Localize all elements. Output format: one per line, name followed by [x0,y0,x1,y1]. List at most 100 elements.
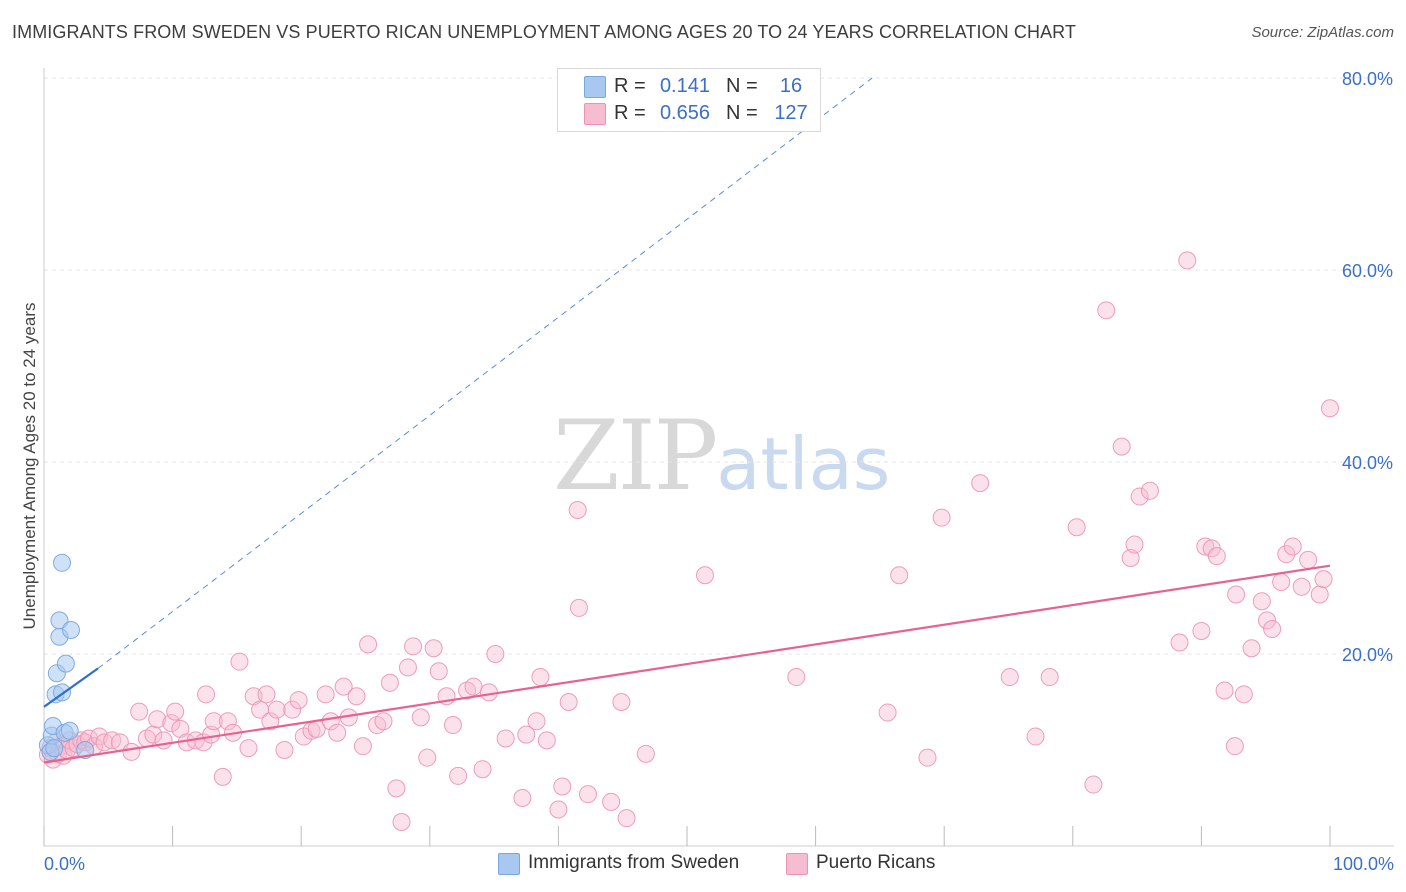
puerto-rico-point [230,652,249,671]
puerto-rico-point [1192,621,1211,640]
puerto-rico-point [1299,550,1318,569]
sweden-point [60,721,79,740]
puerto-rico-point [257,685,276,704]
n-value: 127 [774,102,808,124]
n-label: N = [726,75,758,97]
puerto-rico-point [418,748,437,767]
sweden-point [53,553,72,572]
puerto-rico-point [411,708,430,727]
puerto-rico-point [261,712,280,731]
puerto-rico-point [283,700,302,719]
puerto-rico-point [347,687,366,706]
puerto-rico-point [1026,727,1045,746]
puerto-rico-point [1321,399,1339,418]
puerto-rico-point [513,789,532,807]
n-label: N = [726,102,758,124]
puerto-rico-point [496,729,515,748]
puerto-rico-point [103,731,122,750]
puerto-rico-point [122,742,141,761]
puerto-rico-point [1310,585,1329,604]
sweden-point [62,621,81,639]
puerto-rico-point [890,566,909,585]
y-tick-label: 80.0% [1342,69,1393,89]
puerto-rico-point [1000,668,1019,687]
correlation-legend: R = 0.141 N = 16 R = 0.656 N = 127 [557,68,821,132]
trend-lines [43,77,1331,764]
sweden-legend-label: Immigrants from Sweden [528,852,740,873]
sweden-point [45,739,64,758]
puerto-rico-point [197,685,216,704]
puerto-rico-point [636,744,655,763]
puerto-rico-point [328,723,347,742]
puerto-rico-point [1196,537,1215,556]
sweden-point [50,611,69,630]
puerto-rico-point [918,748,937,767]
puerto-rico-point [443,716,462,735]
puerto-rico-points [38,251,1339,831]
n-value: 16 [779,75,803,97]
puerto-rico-point [275,741,294,759]
puerto-rico-point [1130,487,1149,506]
puerto-rico-point [1242,639,1261,658]
puerto-rico-point [1272,573,1291,591]
puerto-rico-point [1283,537,1302,556]
puerto-rico-point [473,760,492,779]
puerto-rico-point [387,779,406,798]
r-label: R = [614,75,646,97]
puerto-rico-point [517,725,536,744]
puerto-rico-point [559,693,578,711]
watermark-atlas: atlas [716,422,891,506]
watermark: ZIPatlas [553,400,890,512]
puerto-rico-point [1314,570,1333,589]
puerto-rico-point [568,501,587,519]
puerto-rico-point [464,677,483,696]
puerto-rico-point [289,691,308,710]
puerto-rico-point [787,668,806,687]
puerto-rico-point [971,474,990,493]
x-tick-label: 0.0% [44,854,85,874]
sweden-points [38,553,95,761]
puerto-rico-point [1225,737,1244,756]
puerto-rico-swatch [786,853,808,875]
y-tick-label: 60.0% [1342,261,1393,281]
puerto-rico-point [1178,251,1197,270]
puerto-rico-point [449,766,468,785]
puerto-rico-point [1067,518,1086,537]
puerto-rico-point [154,731,173,750]
puerto-rico-point [549,800,568,819]
puerto-rico-point [218,712,237,731]
puerto-rico-point [380,673,399,692]
puerto-rico-point [316,685,335,704]
puerto-rico-point [527,712,546,731]
puerto-rico-point [578,785,597,804]
x-tick-label: 100.0% [1333,854,1394,874]
sweden-trend-line [43,667,99,708]
puerto-rico-legend-label: Puerto Ricans [816,852,936,873]
puerto-rico-point [144,725,163,744]
puerto-rico-point [1140,481,1159,500]
puerto-rico-point [148,710,167,729]
axes [43,68,1394,847]
puerto-rico-point [1257,611,1276,630]
puerto-rico-point [1207,547,1226,566]
puerto-rico-point [537,731,556,750]
puerto-rico-point [1040,668,1059,687]
puerto-rico-point [696,566,715,585]
sweden-trend-line-extrapolated [97,77,873,669]
puerto-rico-point [1215,681,1234,700]
puerto-rico-point [1121,549,1140,567]
source-label: Source: ZipAtlas.com [1251,24,1394,41]
puerto-rico-point [239,739,258,758]
puerto-rico-point [553,777,572,796]
puerto-rico-point [353,737,372,756]
tick-labels: 20.0% 40.0% 60.0% 80.0% 0.0% 100.0% [44,69,1394,874]
puerto-rico-point [398,658,417,677]
puerto-rico-point [204,712,223,731]
r-label: R = [614,102,646,124]
puerto-rico-point [617,809,636,828]
r-value: 0.656 [659,102,710,124]
sweden-point [56,654,75,673]
puerto-rico-point [932,508,951,527]
puerto-rico-point [334,677,353,696]
puerto-rico-point [1263,620,1282,639]
